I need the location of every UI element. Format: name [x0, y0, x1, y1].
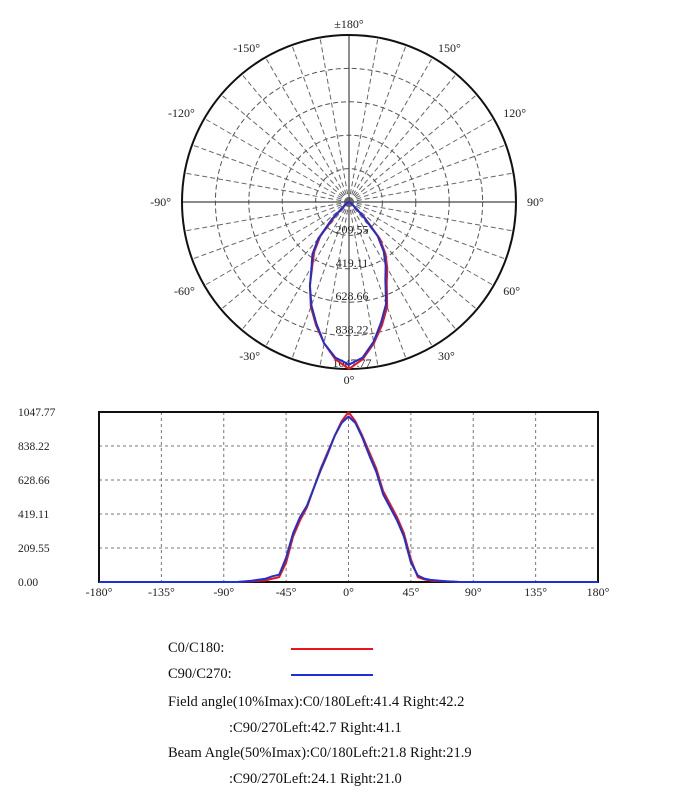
polar-angle-label: 30°: [438, 349, 455, 363]
polar-angle-label: 60°: [503, 284, 520, 298]
polar-grid-spoke: [348, 201, 494, 286]
x-tick-label: 0°: [343, 585, 354, 599]
polar-angle-label: ±180°: [334, 17, 364, 31]
x-tick-label: -180°: [86, 585, 113, 599]
y-tick-label: 838.22: [18, 441, 50, 453]
polar-radial-label: 838.22: [336, 323, 369, 337]
polar-angle-label: -150°: [233, 41, 260, 55]
legend-c0-swatch: [291, 648, 373, 650]
polar-grid-spoke: [204, 118, 350, 203]
polar-angle-label: -90°: [150, 195, 171, 209]
polar-grid-spoke: [265, 201, 350, 347]
polar-angle-label: -30°: [239, 349, 260, 363]
polar-chart: 0° 30° 60° 90° 120° 150° ±180° -150° -120° -90° -6…: [150, 17, 544, 387]
polar-grid-spoke: [348, 201, 407, 360]
polar-grid-spoke: [348, 172, 514, 203]
x-tick-label: -45°: [276, 585, 297, 599]
polar-grid-spoke: [348, 94, 478, 203]
y-tick-label: 419.11: [18, 509, 49, 521]
polar-angle-label: 120°: [503, 106, 526, 120]
polar-radial-label: 419.11: [336, 256, 369, 270]
polar-grid-spoke: [348, 201, 457, 331]
field-angle-c90-text: :C90/270Left:42.7 Right:41.1: [229, 720, 402, 736]
polar-grid-spoke: [348, 73, 457, 203]
polar-grid-spoke: [348, 57, 433, 203]
legend-c0-label: C0/C180:: [168, 640, 225, 656]
polar-grid-spoke: [265, 57, 350, 203]
polar-grid-spoke: [348, 118, 494, 203]
beam-angle-c90-text: :C90/270Left:24.1 Right:21.0: [229, 771, 402, 787]
polar-grid-spoke: [319, 201, 350, 367]
polar-angle-label: 0°: [344, 373, 355, 387]
y-tick-label: 209.55: [18, 543, 50, 555]
polar-grid-spoke: [348, 201, 507, 260]
polar-angle-label: 150°: [438, 41, 461, 55]
line-chart: -180° -135° -90° -45° 0° 45° 90° 135° 180° 0.00 20…: [18, 407, 610, 599]
polar-grid-spoke: [241, 73, 350, 203]
polar-series-C90-C270: [308, 201, 388, 366]
polar-grid-spoke: [291, 44, 350, 203]
polar-grid-spoke: [348, 201, 379, 367]
line-series-C90-C270: [99, 415, 598, 583]
x-tick-label: 45°: [402, 585, 419, 599]
polar-grid-spoke: [348, 37, 379, 203]
polar-grid-spoke: [191, 201, 350, 260]
polar-grid-spoke: [348, 44, 407, 203]
field-angle-c0-text: Field angle(10%Imax):C0/180Left:41.4 Rig…: [168, 694, 465, 710]
beam-angle-c0-text: Beam Angle(50%Imax):C0/180Left:21.8 Righ…: [168, 745, 472, 761]
polar-angle-label: 90°: [527, 195, 544, 209]
polar-radial-label: 628.66: [336, 289, 369, 303]
x-tick-label: 90°: [465, 585, 482, 599]
polar-grid-spoke: [191, 144, 350, 203]
polar-grid-spoke: [241, 201, 350, 331]
y-tick-label: 628.66: [18, 475, 50, 487]
polar-grid-spoke: [348, 201, 433, 347]
polar-grid-spoke: [184, 201, 350, 232]
x-tick-label: -135°: [148, 585, 175, 599]
polar-grid-spoke: [348, 201, 478, 310]
x-tick-label: 135°: [524, 585, 547, 599]
polar-grid-spoke: [220, 94, 350, 203]
x-tick-label: 180°: [587, 585, 610, 599]
polar-grid-spoke: [204, 201, 350, 286]
legend-c90-swatch: [291, 674, 373, 676]
polar-angle-label: -60°: [174, 284, 195, 298]
polar-grid-spoke: [319, 37, 350, 203]
y-tick-label: 1047.77: [18, 407, 56, 419]
polar-grid-spoke: [291, 201, 350, 360]
polar-radial-label: 209.55: [336, 222, 369, 236]
polar-grid-spoke: [348, 201, 514, 232]
y-tick-label: 0.00: [18, 577, 38, 589]
x-tick-label: -90°: [213, 585, 234, 599]
legend-c90-label: C90/C270:: [168, 666, 232, 682]
polar-grid-spoke: [184, 172, 350, 203]
polar-grid-spoke: [348, 144, 507, 203]
polar-grid-spoke: [220, 201, 350, 310]
polar-angle-label: -120°: [168, 106, 195, 120]
